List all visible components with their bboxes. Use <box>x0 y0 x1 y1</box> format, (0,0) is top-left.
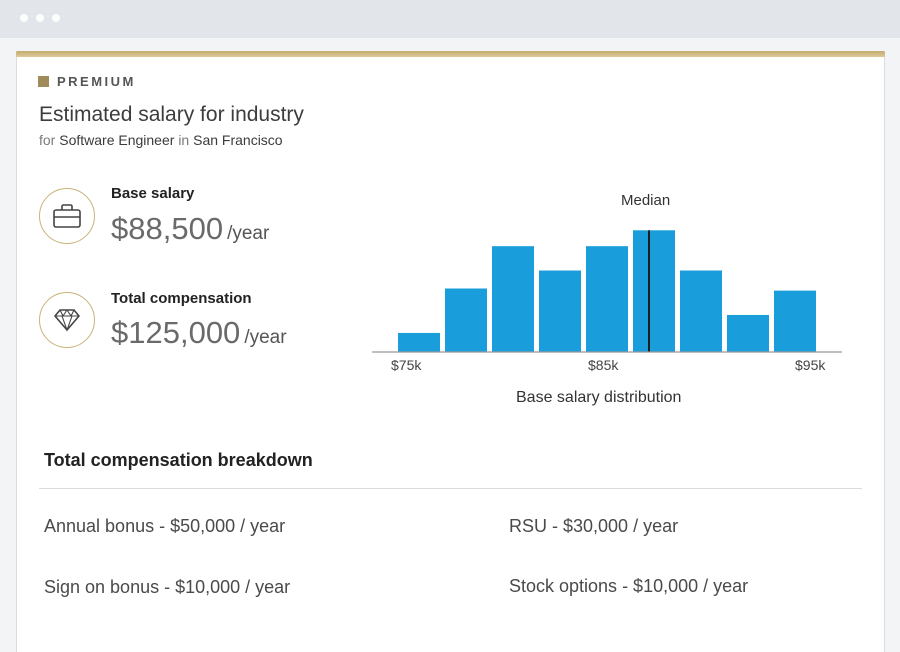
total-comp-amount: $125,000 <box>111 315 241 350</box>
salary-histogram: $75k $85k $95k <box>372 230 842 373</box>
x-tick-label: $75k <box>391 357 422 373</box>
histogram-bar <box>727 314 769 352</box>
premium-badge: PREMIUM <box>38 74 136 89</box>
histogram-bar <box>633 230 675 352</box>
briefcase-icon <box>39 188 95 244</box>
diamond-icon <box>39 292 95 348</box>
premium-square-icon <box>38 76 49 87</box>
breakdown-sign-on-bonus: Sign on bonus - $10,000 / year <box>44 577 291 597</box>
browser-window-bar <box>0 0 900 38</box>
premium-label: PREMIUM <box>57 74 136 89</box>
histogram-bar <box>680 270 722 352</box>
base-salary-label: Base salary <box>111 185 195 202</box>
median-label: Median <box>621 192 671 209</box>
histogram-bar <box>492 246 534 352</box>
breakdown-rsu: RSU - $30,000 / year <box>509 516 679 536</box>
breakdown-divider <box>39 488 862 489</box>
total-comp-label: Total compensation <box>111 290 252 307</box>
breakdown-title: Total compensation breakdown <box>44 450 313 470</box>
breakdown-annual-bonus: Annual bonus - $50,000 / year <box>44 516 286 536</box>
histogram-bar <box>398 332 440 352</box>
histogram-bar <box>586 246 628 352</box>
total-comp-value: $125,000/year <box>111 315 287 351</box>
subtitle-prefix: for <box>39 132 56 148</box>
base-salary-unit: /year <box>227 223 270 244</box>
base-salary-amount: $88,500 <box>111 211 224 246</box>
breakdown-stock-options: Stock options - $10,000 / year <box>509 576 749 596</box>
subtitle-connector: in <box>178 132 190 148</box>
x-axis-title: Base salary distribution <box>516 389 682 406</box>
base-salary-value: $88,500/year <box>111 211 269 247</box>
histogram-bar <box>539 270 581 352</box>
total-comp-unit: /year <box>244 327 287 348</box>
window-dot-icon <box>36 14 44 22</box>
page-subtitle: for Software Engineer in San Francisco <box>39 132 283 148</box>
premium-accent-rule <box>16 51 885 57</box>
window-dot-icon <box>52 14 60 22</box>
subtitle-location: San Francisco <box>193 132 283 148</box>
x-tick-label: $85k <box>588 357 619 373</box>
page-title: Estimated salary for industry <box>39 103 304 126</box>
histogram-bar <box>774 290 816 352</box>
histogram-bar <box>445 288 487 352</box>
x-tick-label: $95k <box>795 357 826 373</box>
window-dot-icon <box>20 14 28 22</box>
subtitle-role: Software Engineer <box>59 132 175 148</box>
